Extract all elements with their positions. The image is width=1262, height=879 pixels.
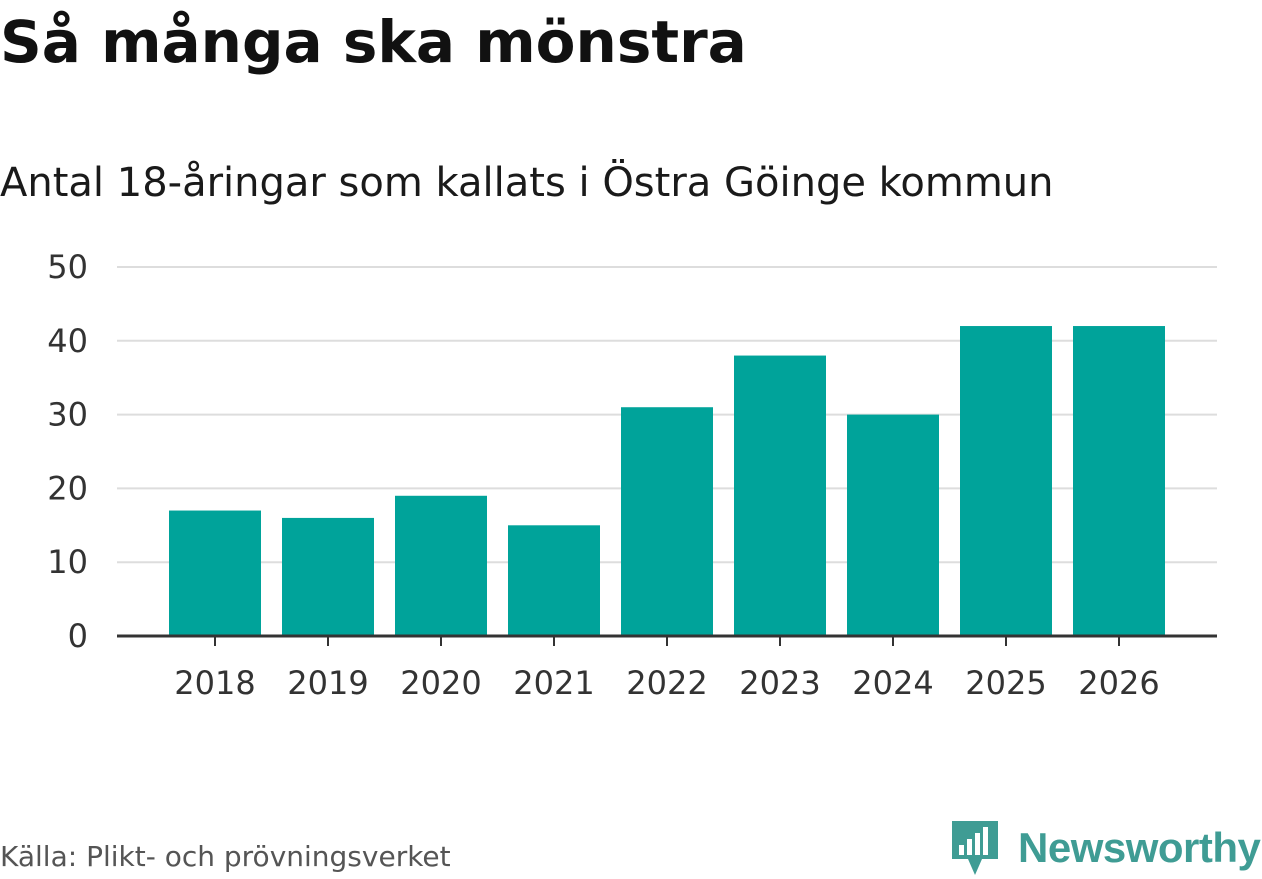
y-tick-label: 20 bbox=[47, 469, 88, 507]
brand-name: Newsworthy bbox=[1018, 824, 1261, 871]
x-tick-label: 2022 bbox=[626, 664, 707, 702]
bar bbox=[621, 407, 713, 636]
x-tick-label: 2020 bbox=[400, 664, 481, 702]
chart-subtitle: Antal 18-åringar som kallats i Östra Göi… bbox=[0, 160, 1054, 206]
bar bbox=[734, 355, 826, 636]
x-tick-label: 2018 bbox=[174, 664, 255, 702]
y-tick-label: 30 bbox=[47, 396, 88, 434]
bar bbox=[169, 510, 261, 636]
y-tick-label: 0 bbox=[68, 617, 88, 655]
bar bbox=[960, 326, 1052, 636]
x-tick-label: 2019 bbox=[287, 664, 368, 702]
bar bbox=[282, 517, 374, 636]
y-tick-label: 50 bbox=[47, 248, 88, 286]
y-tick-label: 10 bbox=[47, 543, 88, 581]
chart-title: Så många ska mönstra bbox=[0, 8, 747, 76]
brand-logo: Newsworthy bbox=[950, 818, 1261, 878]
x-tick-label: 2025 bbox=[965, 664, 1046, 702]
x-tick-label: 2023 bbox=[739, 664, 820, 702]
bar bbox=[1073, 326, 1165, 636]
bar bbox=[847, 414, 939, 636]
x-tick-label: 2024 bbox=[852, 664, 933, 702]
newsworthy-logo-icon bbox=[952, 821, 998, 875]
x-tick-label: 2026 bbox=[1078, 664, 1159, 702]
source-note: Källa: Plikt- och prövningsverket bbox=[0, 840, 451, 873]
y-tick-label: 40 bbox=[47, 322, 88, 360]
bar bbox=[508, 525, 600, 636]
x-tick-label: 2021 bbox=[513, 664, 594, 702]
bar bbox=[395, 495, 487, 636]
